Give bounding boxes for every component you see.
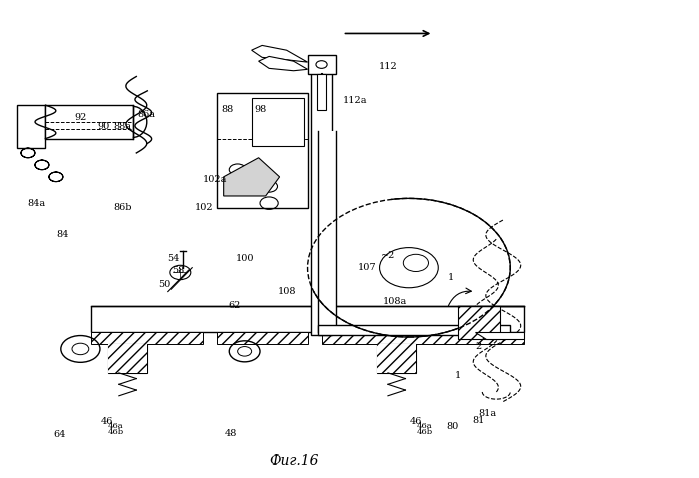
Text: 81: 81 (473, 416, 485, 425)
Text: 102a: 102a (203, 175, 226, 184)
Text: 86a: 86a (138, 110, 156, 119)
Text: 100: 100 (236, 254, 254, 262)
Text: 107: 107 (358, 263, 376, 272)
Bar (108, 344, 147, 373)
Bar (318, 325, 510, 335)
Bar (317, 74, 326, 110)
Text: 62: 62 (228, 302, 240, 310)
Text: 84: 84 (57, 230, 69, 239)
Text: 84a: 84a (27, 199, 45, 207)
Text: 92: 92 (74, 113, 87, 121)
Text: 80: 80 (447, 422, 459, 431)
Text: 90: 90 (97, 122, 110, 131)
Bar (108, 344, 147, 373)
Bar (45, 105, 133, 139)
Text: 46a: 46a (108, 423, 123, 430)
Text: 108a: 108a (383, 297, 407, 305)
Polygon shape (252, 45, 308, 62)
Text: 108: 108 (278, 287, 296, 296)
Text: 46b: 46b (417, 428, 433, 435)
Bar (458, 306, 500, 339)
Bar (458, 306, 500, 339)
Bar (91, 332, 203, 344)
Text: 98: 98 (254, 106, 267, 114)
Text: 112a: 112a (343, 96, 368, 105)
Bar (252, 98, 304, 146)
Text: 112: 112 (379, 63, 397, 71)
Text: 64: 64 (53, 430, 66, 438)
Text: 88a: 88a (113, 122, 131, 131)
Text: 86b: 86b (113, 204, 131, 212)
Text: 58: 58 (172, 266, 185, 274)
Text: 48: 48 (224, 429, 237, 438)
Text: Фиг.16: Фиг.16 (269, 454, 318, 468)
Bar (91, 306, 524, 332)
Text: 46a: 46a (417, 423, 433, 430)
Text: 46: 46 (101, 417, 113, 426)
Text: 2: 2 (476, 342, 482, 351)
Text: 46b: 46b (107, 428, 124, 435)
Bar (217, 332, 308, 344)
Text: 46: 46 (410, 417, 422, 426)
Bar (308, 55, 336, 74)
Bar (318, 131, 336, 332)
Polygon shape (259, 56, 308, 71)
Text: 54: 54 (167, 254, 180, 262)
Text: 102: 102 (195, 204, 213, 212)
Bar (217, 93, 308, 208)
Bar (322, 332, 524, 344)
Bar (17, 105, 45, 148)
Bar (311, 72, 332, 335)
Bar (377, 344, 416, 373)
Polygon shape (224, 158, 280, 196)
Polygon shape (475, 332, 524, 339)
Bar (377, 344, 416, 373)
Circle shape (380, 248, 438, 288)
Text: 88: 88 (221, 106, 233, 114)
Text: ~2: ~2 (381, 251, 395, 260)
Text: 50: 50 (158, 280, 171, 289)
Text: 81a: 81a (479, 409, 497, 418)
Text: 1: 1 (448, 273, 454, 282)
Text: 1: 1 (455, 371, 461, 380)
